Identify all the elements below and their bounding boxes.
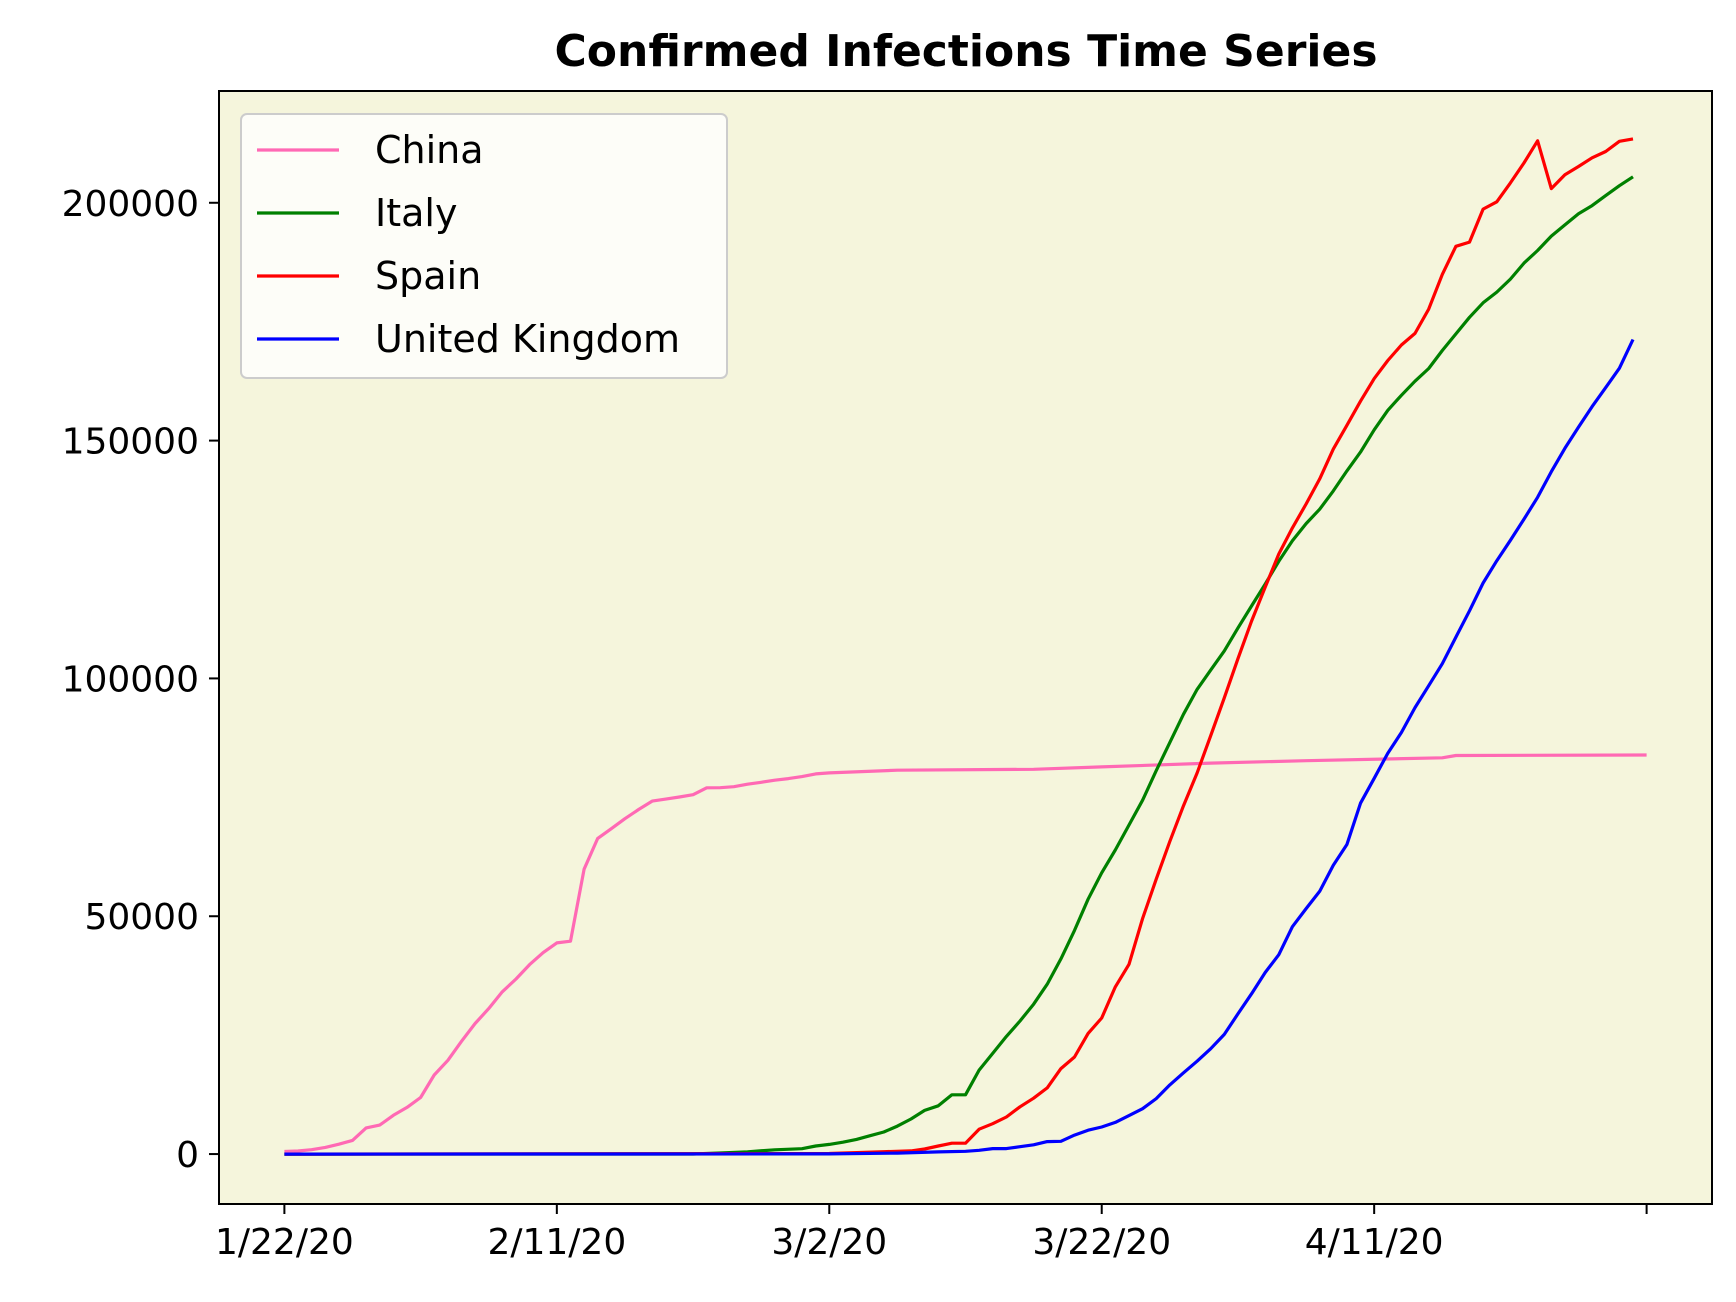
y-axis: 0 50000 100000 150000 200000 [62, 184, 219, 1176]
x-tick-label: 2/11/20 [487, 1222, 626, 1263]
series-layer [284, 137, 1647, 1156]
x-tick-label: 3/2/20 [771, 1222, 887, 1263]
series-line-china [284, 753, 1647, 1154]
y-tick-label: 50000 [84, 897, 199, 938]
plot-frame [218, 90, 1713, 1205]
x-tick-label: 1/22/20 [215, 1222, 354, 1263]
x-axis: 1/22/20 2/11/20 3/2/20 3/22/20 4/11/20 [215, 1204, 1648, 1263]
series-line-united-kingdom [284, 338, 1635, 1156]
legend: China Italy Spain United Kingdom [240, 113, 728, 379]
legend-box [240, 113, 728, 379]
chart-title: Confirmed Infections Time Series [554, 26, 1377, 77]
y-tick-label: 0 [176, 1135, 199, 1176]
x-tick-label: 3/22/20 [1032, 1222, 1171, 1263]
legend-label: Spain [375, 254, 481, 298]
series-line-spain [284, 137, 1634, 1156]
series-line-italy [284, 175, 1634, 1156]
legend-label: United Kingdom [375, 317, 680, 361]
legend-label: China [375, 128, 484, 172]
x-tick-label: 4/11/20 [1305, 1222, 1444, 1263]
y-tick-label: 100000 [62, 659, 199, 700]
legend-label: Italy [375, 191, 457, 235]
y-tick-label: 200000 [62, 184, 199, 225]
y-tick-label: 150000 [62, 422, 199, 463]
